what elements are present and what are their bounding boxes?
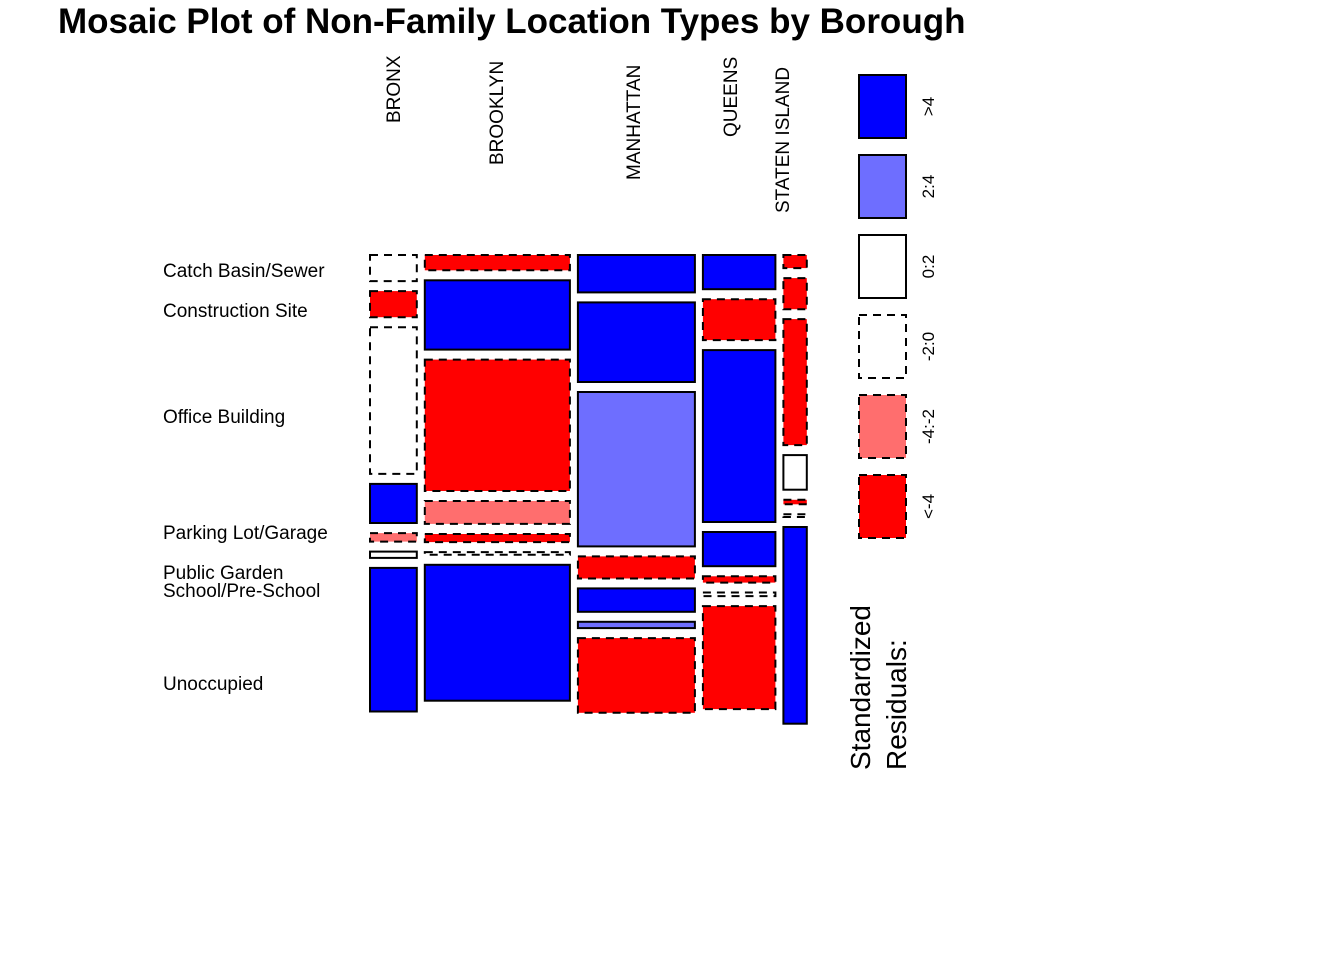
- tile-bronx-parking-lot-garage: [369, 482, 418, 524]
- tile-manhattan-unoccupied: [576, 637, 696, 714]
- column-label-manhattan: MANHATTAN: [624, 65, 645, 180]
- tile-staten-island-office-building: [782, 318, 808, 447]
- tile-brooklyn-catch-basin-sewer: [423, 254, 571, 272]
- row-label-public-garden: Public Garden: [163, 563, 283, 584]
- tile-queens-parking-lot-garage: [701, 531, 777, 568]
- tile-staten-island-catch-basin-sewer: [782, 254, 808, 270]
- tile-brooklyn-public-garden: [423, 533, 571, 544]
- legend-swatch-2: [858, 154, 907, 219]
- tile-staten-island-public-garden: [782, 498, 808, 506]
- legend-swatch-4: [858, 314, 907, 379]
- legend: >4 2:4 0:2 -2:0 -4:-2 <-4 Standardized Residu…: [845, 74, 938, 770]
- column-label-staten-island: STATEN ISLAND: [773, 67, 794, 213]
- tile-bronx-unoccupied: [369, 566, 418, 713]
- legend-label-4: -2:0: [919, 332, 938, 361]
- row-label-school: School/Pre-School: [163, 581, 320, 602]
- column-label-brooklyn: BROOKLYN: [487, 61, 508, 165]
- tile-manhattan-catch-basin-sewer: [576, 254, 696, 294]
- legend-label-5: -4:-2: [919, 409, 938, 444]
- legend-label-3: 0:2: [919, 255, 938, 279]
- tile-staten-island-unoccupied: [782, 526, 808, 725]
- tile-queens-school-pre-school: [701, 591, 777, 598]
- legend-swatch-5: [858, 394, 907, 459]
- column-label-queens: QUEENS: [721, 57, 742, 137]
- row-label-construction-site: Construction Site: [163, 301, 308, 322]
- row-labels: Catch Basin/Sewer Construction Site Offi…: [163, 261, 328, 695]
- tile-manhattan-school-pre-school: [576, 620, 696, 630]
- tile-queens-catch-basin-sewer: [701, 254, 777, 291]
- legend-title-line-2: Residuals:: [881, 639, 912, 770]
- row-label-unoccupied: Unoccupied: [163, 674, 263, 695]
- tile-brooklyn-construction-site: [423, 279, 571, 351]
- tile-staten-island-construction-site: [782, 277, 808, 311]
- tile-brooklyn-parking-lot-garage: [423, 500, 571, 525]
- tile-manhattan-public-garden: [576, 587, 696, 613]
- tile-staten-island-school-pre-school: [782, 513, 808, 518]
- legend-swatch-3: [858, 234, 907, 299]
- tile-queens-office-building: [701, 349, 777, 523]
- tile-queens-public-garden: [701, 575, 777, 584]
- chart-title: Mosaic Plot of Non-Family Location Types…: [58, 2, 965, 41]
- legend-swatch-1: [858, 74, 907, 139]
- legend-items: >4 2:4 0:2 -2:0 -4:-2 <-4: [858, 74, 938, 539]
- legend-label-1: >4: [919, 97, 938, 116]
- legend-label-6: <-4: [919, 494, 938, 519]
- tile-manhattan-construction-site: [576, 301, 696, 383]
- legend-title-line-1: Standardized: [845, 605, 876, 770]
- tile-bronx-office-building: [369, 326, 418, 475]
- row-label-office-building: Office Building: [163, 407, 285, 428]
- legend-swatch-6: [858, 474, 907, 539]
- row-label-parking-lot: Parking Lot/Garage: [163, 523, 328, 544]
- tile-bronx-public-garden: [369, 532, 418, 543]
- tile-bronx-construction-site: [369, 290, 418, 319]
- tile-queens-unoccupied: [701, 605, 777, 711]
- tile-queens-construction-site: [701, 298, 777, 342]
- column-label-bronx: BRONX: [384, 55, 405, 123]
- tile-staten-island-parking-lot-garage: [782, 454, 808, 491]
- row-label-catch-basin: Catch Basin/Sewer: [163, 261, 325, 282]
- tile-brooklyn-school-pre-school: [423, 551, 571, 556]
- tile-bronx-school-pre-school: [369, 550, 418, 559]
- tile-brooklyn-unoccupied: [423, 563, 571, 702]
- mosaic-tiles: [369, 254, 808, 725]
- tile-bronx-catch-basin-sewer: [369, 254, 418, 283]
- tile-manhattan-parking-lot-garage: [576, 555, 696, 580]
- tile-brooklyn-office-building: [423, 358, 571, 492]
- tile-manhattan-office-building: [576, 391, 696, 548]
- column-labels: BRONX BROOKLYN MANHATTAN QUEENS STATEN I…: [384, 55, 794, 213]
- legend-label-2: 2:4: [919, 175, 938, 199]
